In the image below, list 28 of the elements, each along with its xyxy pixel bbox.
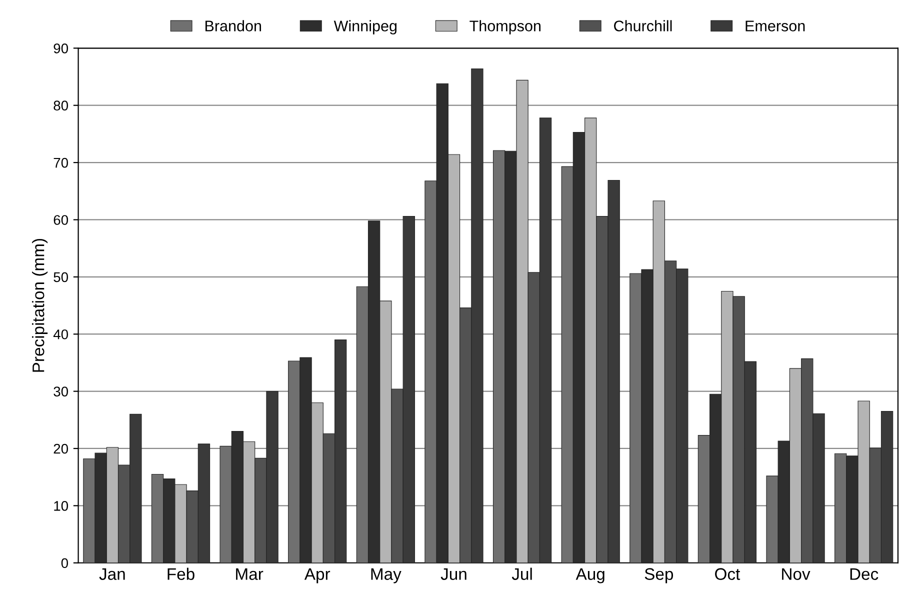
x-tick-label: Jul xyxy=(512,568,532,580)
y-tick-label: 0 xyxy=(61,558,68,568)
y-axis-title: Precipitation (mm) xyxy=(32,238,48,372)
y-tick-label: 70 xyxy=(54,158,68,168)
y-tick-label: 20 xyxy=(54,444,68,454)
x-tick-label: Nov xyxy=(782,568,810,580)
x-tick-label: Jun xyxy=(440,568,466,580)
y-tick-label: 90 xyxy=(54,43,68,54)
x-tick-label: Dec xyxy=(850,568,878,580)
legend-label: Emerson xyxy=(746,20,805,32)
x-tick-label: Mar xyxy=(236,568,264,580)
x-tick-label: Oct xyxy=(715,568,740,580)
y-tick-label: 30 xyxy=(54,386,68,396)
x-tick-label: Feb xyxy=(168,568,194,580)
legend-label: Winnipeg xyxy=(334,20,397,34)
x-tick-label: Aug xyxy=(576,568,604,584)
x-tick-label: Jan xyxy=(99,568,125,580)
x-tick-label: May xyxy=(371,568,402,584)
y-tick-label: 40 xyxy=(53,329,68,340)
y-tick-label: 50 xyxy=(54,272,68,282)
legend-label: Brandon xyxy=(205,20,262,32)
y-tick-label: 10 xyxy=(54,501,68,511)
y-tick-label: 80 xyxy=(54,100,68,111)
legend-label: Thompson xyxy=(470,20,540,34)
y-tick-label: 60 xyxy=(54,215,68,225)
legend-label: Churchill xyxy=(614,20,672,32)
x-tick-label: Apr xyxy=(304,568,330,584)
x-tick-label: Sep xyxy=(644,568,674,584)
